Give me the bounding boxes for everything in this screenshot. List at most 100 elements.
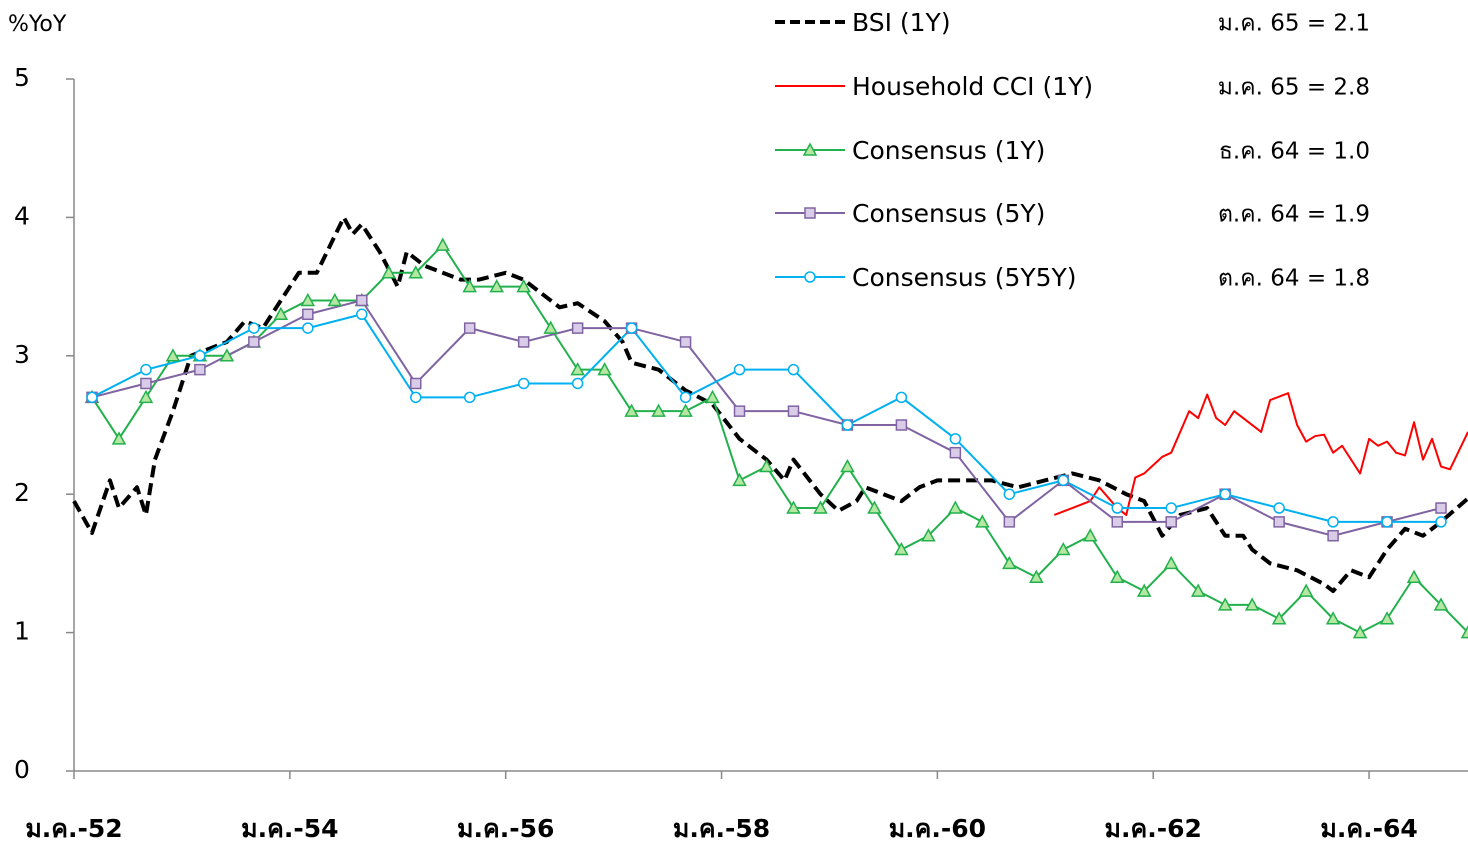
marker — [733, 405, 746, 417]
marker — [165, 348, 181, 362]
marker — [787, 405, 800, 417]
x-tick-label: ม.ค.-64 — [1320, 814, 1417, 843]
marker — [1136, 583, 1152, 597]
marker — [1406, 569, 1422, 583]
marker — [733, 363, 746, 376]
legend-label: Household CCI (1Y) — [852, 72, 1093, 101]
annotation: ม.ค. 65 = 2.8 — [1218, 75, 1370, 101]
marker — [463, 391, 476, 404]
marker — [1163, 555, 1179, 570]
x-tick-label: ม.ค.-62 — [1105, 814, 1202, 843]
legend-marker — [804, 207, 816, 219]
marker — [327, 292, 343, 307]
marker — [517, 336, 530, 348]
marker — [651, 403, 666, 417]
marker — [356, 308, 368, 321]
marker — [1083, 528, 1098, 542]
marker — [570, 362, 585, 376]
marker — [1219, 488, 1231, 500]
marker — [1003, 488, 1016, 500]
marker — [678, 403, 693, 417]
marker — [1381, 516, 1393, 528]
marker — [273, 306, 289, 321]
marker — [1003, 516, 1016, 528]
x-tick-label: ม.ค.-58 — [673, 814, 770, 843]
series-line — [91, 313, 1442, 523]
marker — [463, 322, 476, 334]
y-tick-label: 1 — [14, 617, 30, 646]
marker — [624, 403, 639, 417]
marker — [1002, 555, 1017, 570]
marker — [408, 265, 424, 279]
marker — [381, 265, 397, 279]
marker — [949, 433, 962, 445]
x-tick-label: ม.ค.-60 — [889, 814, 986, 843]
marker — [705, 389, 720, 404]
marker — [410, 377, 422, 390]
marker — [786, 500, 801, 514]
annotation: ต.ค. 64 = 1.9 — [1218, 202, 1370, 228]
marker — [1271, 611, 1287, 625]
marker — [302, 322, 314, 334]
legend-label: BSI (1Y) — [852, 8, 951, 37]
x-tick-label: ม.ค.-52 — [25, 814, 122, 843]
marker — [410, 391, 422, 404]
y-tick-label: 3 — [14, 340, 30, 369]
marker — [1109, 569, 1125, 583]
marker — [86, 391, 98, 404]
legend-label: Consensus (1Y) — [852, 136, 1045, 165]
legend-label: Consensus (5Y) — [852, 199, 1045, 228]
marker — [517, 377, 530, 390]
annotation: ม.ค. 65 = 2.1 — [1218, 11, 1370, 37]
marker — [679, 336, 692, 348]
marker — [625, 322, 638, 334]
marker — [1165, 516, 1177, 528]
marker — [921, 528, 936, 542]
marker — [1325, 611, 1341, 625]
y-axis-label: %YoY — [8, 12, 67, 37]
marker — [248, 336, 260, 348]
marker — [1111, 502, 1124, 514]
marker — [543, 320, 558, 334]
marker — [1273, 502, 1285, 514]
marker — [248, 322, 260, 334]
x-tick-label: ม.ค.-56 — [457, 814, 554, 843]
marker — [1029, 569, 1044, 583]
marker — [356, 294, 368, 307]
marker — [138, 389, 154, 404]
marker — [1165, 502, 1177, 514]
y-tick-label: 4 — [14, 201, 30, 230]
marker — [300, 292, 316, 307]
marker — [1190, 583, 1206, 597]
marker — [435, 237, 450, 251]
y-tick-label: 2 — [14, 478, 30, 507]
x-tick-label: ม.ค.-54 — [241, 814, 338, 843]
marker — [840, 458, 855, 473]
series-line — [91, 244, 1468, 634]
marker — [571, 377, 584, 390]
marker — [194, 363, 206, 376]
annotation: ต.ค. 64 = 1.8 — [1218, 266, 1370, 292]
marker — [1460, 625, 1468, 639]
marker — [597, 362, 612, 376]
marker — [1217, 597, 1233, 611]
marker — [975, 514, 990, 528]
series-line — [91, 299, 1442, 537]
marker — [140, 377, 152, 390]
series-line — [1053, 392, 1468, 516]
marker — [1327, 529, 1339, 542]
marker — [1111, 516, 1124, 528]
marker — [1273, 516, 1285, 528]
annotation: ธ.ค. 64 = 1.0 — [1219, 139, 1370, 165]
legend-marker — [804, 271, 816, 283]
marker — [1057, 474, 1070, 487]
marker — [1435, 502, 1447, 514]
marker — [516, 279, 531, 293]
y-tick-label: 0 — [14, 755, 30, 784]
marker — [894, 541, 909, 556]
y-tick-label: 5 — [14, 63, 30, 92]
marker — [948, 500, 963, 514]
marker — [732, 472, 747, 487]
marker — [1327, 516, 1339, 528]
